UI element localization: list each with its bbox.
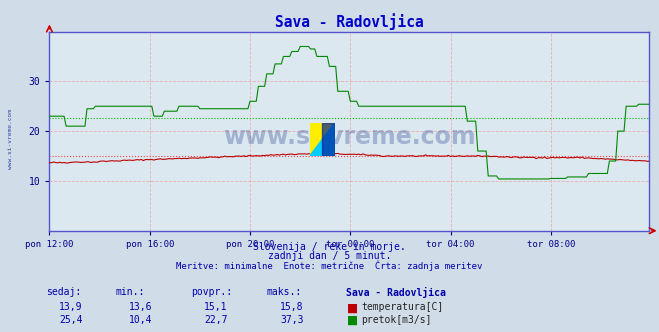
Polygon shape: [310, 123, 335, 156]
Text: Meritve: minimalne  Enote: metrične  Črta: zadnja meritev: Meritve: minimalne Enote: metrične Črta:…: [177, 261, 482, 272]
Text: ■: ■: [347, 301, 358, 314]
Text: 10,4: 10,4: [129, 315, 152, 325]
Text: ■: ■: [347, 314, 358, 327]
Text: Sava - Radovljica: Sava - Radovljica: [346, 287, 446, 298]
Text: 15,8: 15,8: [280, 302, 304, 312]
Text: sedaj:: sedaj:: [46, 287, 81, 297]
Text: povpr.:: povpr.:: [191, 287, 232, 297]
Text: 37,3: 37,3: [280, 315, 304, 325]
Title: Sava - Radovljica: Sava - Radovljica: [275, 14, 424, 30]
Text: www.si-vreme.com: www.si-vreme.com: [223, 125, 476, 149]
Text: 13,9: 13,9: [59, 302, 83, 312]
Polygon shape: [310, 123, 335, 156]
Polygon shape: [322, 123, 335, 156]
Text: min.:: min.:: [115, 287, 145, 297]
Text: Slovenija / reke in morje.: Slovenija / reke in morje.: [253, 242, 406, 252]
Text: 25,4: 25,4: [59, 315, 83, 325]
Text: www.si-vreme.com: www.si-vreme.com: [8, 110, 13, 169]
Text: 15,1: 15,1: [204, 302, 228, 312]
Text: zadnji dan / 5 minut.: zadnji dan / 5 minut.: [268, 251, 391, 261]
Text: 22,7: 22,7: [204, 315, 228, 325]
Text: 13,6: 13,6: [129, 302, 152, 312]
Text: pretok[m3/s]: pretok[m3/s]: [361, 315, 432, 325]
Text: maks.:: maks.:: [267, 287, 302, 297]
Text: temperatura[C]: temperatura[C]: [361, 302, 444, 312]
